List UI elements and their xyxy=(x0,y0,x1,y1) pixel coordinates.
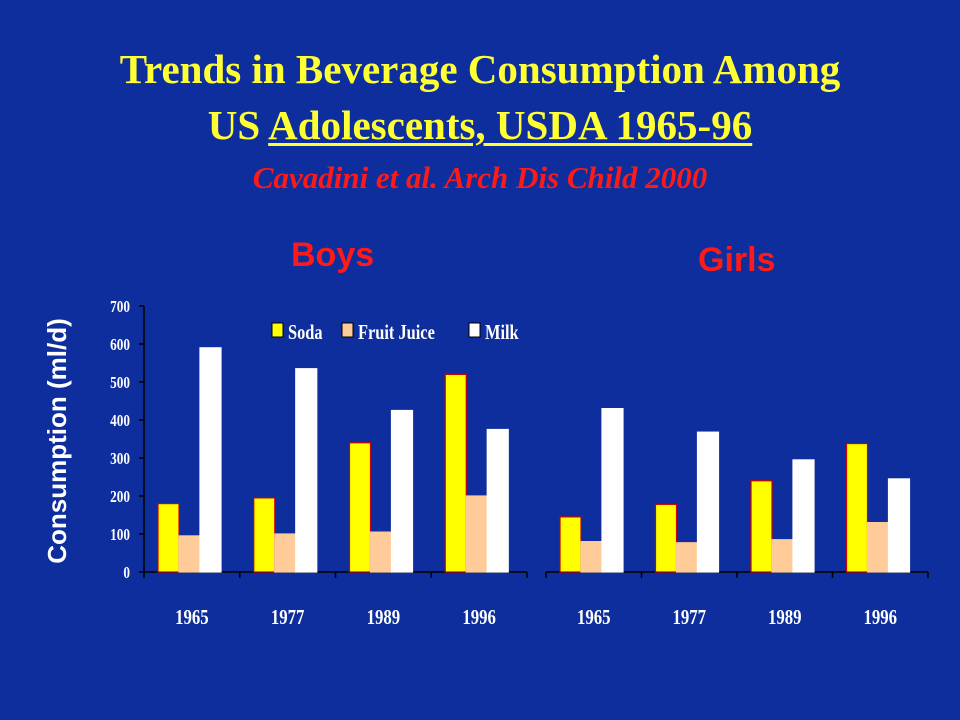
legend-label-fruit-juice: Fruit Juice xyxy=(358,321,435,344)
girls-bar-soda-1965 xyxy=(559,516,582,573)
boys-y-tick-label: 0 xyxy=(123,564,130,583)
girls-x-tick-label: 1977 xyxy=(672,606,706,629)
girls-bar-soda-1996 xyxy=(845,442,869,573)
boys-x-tick-label: 1989 xyxy=(367,606,401,629)
legend-label-milk: Milk xyxy=(485,321,519,344)
girls-chart-title: Girls xyxy=(698,241,776,279)
chart-title-line2: US Adolescents, USDA 1965-96 xyxy=(0,100,960,150)
boys-bar-fruit-juice-1989 xyxy=(369,531,393,573)
citation: Cavadini et al. Arch Dis Child 2000 xyxy=(252,160,708,195)
girls-x-tick-label: 1996 xyxy=(863,606,897,629)
legend-swatch-soda xyxy=(271,322,284,338)
boys-y-tick-label: 500 xyxy=(110,374,130,393)
girls-bar-milk-1977 xyxy=(696,431,720,573)
girls-x-tick-label: 1989 xyxy=(768,606,802,629)
girls-bar-fruit-juice-1977 xyxy=(675,542,699,573)
boys-y-tick-label: 700 xyxy=(110,298,130,317)
boys-bar-fruit-juice-1977 xyxy=(274,533,297,573)
boys-y-tick-label: 100 xyxy=(110,526,130,545)
boys-x-tick-label: 1996 xyxy=(462,606,496,629)
boys-x-tick-label: 1977 xyxy=(271,606,305,629)
title-line2-underlined: Adolescents, USDA 1965-96 xyxy=(268,102,753,148)
boys-bar-soda-1977 xyxy=(253,497,276,573)
chart-title-line1: Trends in Beverage Consumption Among xyxy=(119,46,841,92)
legend-label-soda: Soda xyxy=(288,321,323,344)
boys-bar-soda-1965 xyxy=(157,503,180,573)
girls-bar-soda-1989 xyxy=(750,480,773,573)
title-line2-plain: US xyxy=(207,102,269,148)
boys-y-tick-label: 400 xyxy=(110,412,130,431)
girls-bar-fruit-juice-1996 xyxy=(866,521,890,573)
girls-bar-fruit-juice-1989 xyxy=(771,539,794,573)
boys-bar-milk-1965 xyxy=(199,347,222,573)
boys-chart-title: Boys xyxy=(291,236,375,274)
legend-swatch-fruit-juice xyxy=(341,322,354,338)
boys-y-tick-label: 600 xyxy=(110,336,130,355)
y-axis-title: Consumption (ml/d) xyxy=(42,318,72,564)
boys-bar-soda-1996 xyxy=(444,373,467,573)
girls-bar-fruit-juice-1965 xyxy=(580,540,603,573)
boys-x-tick-label: 1965 xyxy=(175,606,209,629)
boys-y-tick-label: 300 xyxy=(110,450,130,469)
girls-x-tick-label: 1965 xyxy=(577,606,611,629)
boys-bar-milk-1989 xyxy=(390,409,414,573)
boys-bar-fruit-juice-1965 xyxy=(178,535,201,573)
girls-bar-milk-1989 xyxy=(792,459,815,573)
boys-bar-fruit-juice-1996 xyxy=(465,495,488,573)
girls-bar-soda-1977 xyxy=(654,503,678,573)
boys-bar-milk-1996 xyxy=(486,428,509,573)
girls-bar-milk-1996 xyxy=(887,478,911,573)
boys-y-tick-label: 200 xyxy=(110,488,130,507)
boys-bar-milk-1977 xyxy=(295,368,318,573)
legend-swatch-milk xyxy=(468,322,481,338)
boys-bar-soda-1989 xyxy=(348,442,372,573)
girls-bar-milk-1965 xyxy=(601,408,624,573)
